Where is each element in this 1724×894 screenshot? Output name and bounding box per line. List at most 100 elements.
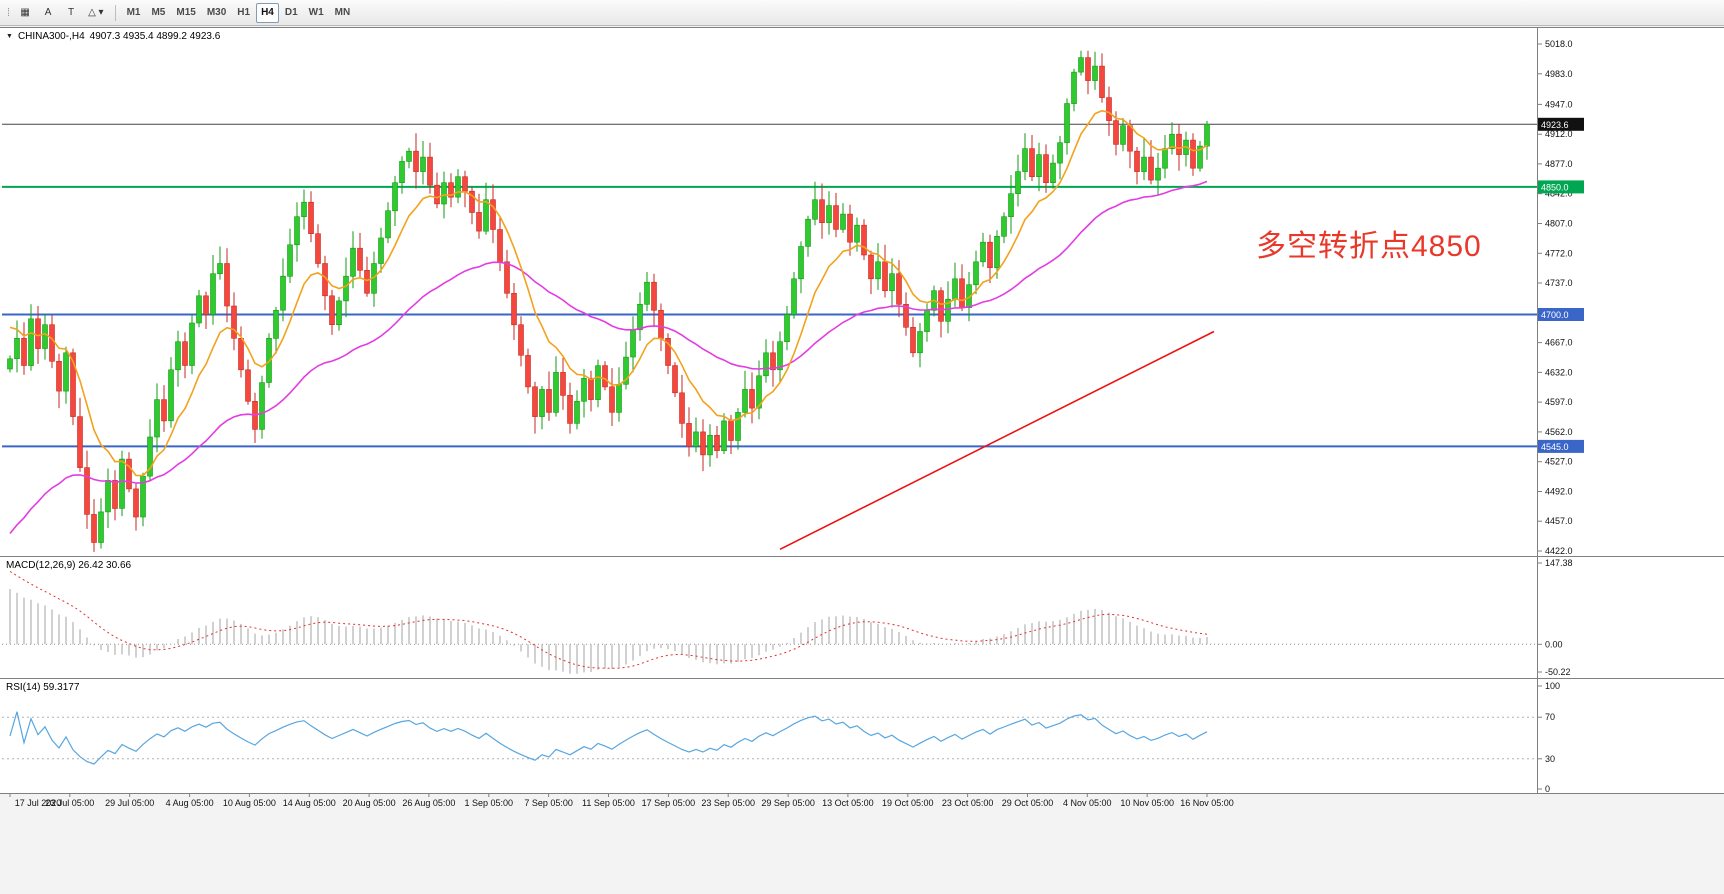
candle bbox=[308, 201, 314, 234]
timeframe-button-m1[interactable]: M1 bbox=[126, 7, 141, 18]
candle bbox=[602, 365, 608, 388]
candle bbox=[910, 326, 916, 354]
timeframe-button-m30[interactable]: M30 bbox=[206, 7, 227, 18]
candle bbox=[938, 290, 944, 322]
ma-fast-line[interactable] bbox=[9, 109, 1208, 477]
candle bbox=[595, 365, 601, 400]
y-axis-label: 5018.0 bbox=[1545, 39, 1573, 49]
candle bbox=[1099, 65, 1105, 98]
candle bbox=[651, 281, 657, 311]
y-axis-label: 4562.0 bbox=[1545, 427, 1573, 437]
candle bbox=[630, 329, 636, 358]
macd-scale-label: 147.38 bbox=[1545, 558, 1573, 568]
price-scale[interactable] bbox=[1538, 27, 1724, 793]
candle bbox=[35, 318, 41, 349]
x-axis-label: 16 Nov 05:00 bbox=[1180, 798, 1234, 808]
candle bbox=[273, 309, 279, 339]
text-label-tool-button[interactable]: T bbox=[60, 3, 82, 23]
x-axis-label: 23 Sep 05:00 bbox=[701, 798, 755, 808]
candle bbox=[336, 300, 342, 325]
candle bbox=[168, 369, 174, 422]
candle bbox=[126, 458, 132, 490]
candle bbox=[56, 360, 62, 392]
candle bbox=[1204, 124, 1210, 147]
candle bbox=[1148, 156, 1154, 181]
candle bbox=[364, 269, 370, 294]
candle bbox=[1001, 216, 1007, 237]
candle bbox=[1092, 65, 1098, 81]
candle bbox=[70, 352, 76, 417]
trend-line[interactable] bbox=[779, 330, 1215, 551]
candle bbox=[763, 352, 769, 377]
candle bbox=[1085, 57, 1091, 81]
candle bbox=[133, 488, 139, 518]
x-axis-label: 4 Aug 05:00 bbox=[166, 798, 214, 808]
price-badge-label: 4923.6 bbox=[1541, 120, 1569, 130]
timeframe-button-h1[interactable]: H1 bbox=[237, 7, 251, 18]
candle bbox=[973, 261, 979, 286]
candle bbox=[518, 324, 524, 356]
timeframe-button-d1[interactable]: D1 bbox=[284, 7, 298, 18]
shapes-tool-button[interactable]: △ ▾ bbox=[83, 3, 109, 23]
horizontal-level-lines[interactable] bbox=[2, 123, 1537, 448]
candle bbox=[658, 309, 664, 339]
candle bbox=[434, 184, 440, 205]
candle bbox=[175, 341, 181, 371]
candle bbox=[539, 389, 545, 417]
candle bbox=[581, 377, 587, 402]
candle bbox=[567, 394, 573, 424]
candle bbox=[224, 263, 230, 307]
text-annotation-tool-button[interactable]: A bbox=[37, 3, 59, 23]
candle bbox=[42, 324, 48, 349]
macd-scale-label: -50.22 bbox=[1545, 667, 1571, 677]
price-badge bbox=[1538, 117, 1584, 131]
candle bbox=[714, 434, 720, 451]
price-badge-label: 4545.0 bbox=[1541, 442, 1569, 452]
candle bbox=[1141, 156, 1147, 172]
candle bbox=[987, 241, 993, 268]
timeframe-button-m5[interactable]: M5 bbox=[151, 7, 166, 18]
candle bbox=[350, 247, 356, 277]
toolbar-separator bbox=[114, 4, 116, 21]
candle bbox=[1176, 133, 1182, 155]
macd-scale-label: 0.00 bbox=[1545, 639, 1563, 649]
timeframe-button-w1[interactable]: W1 bbox=[308, 7, 324, 18]
chart-grid-tool-button[interactable]: ▦ bbox=[14, 3, 36, 23]
candle bbox=[161, 399, 167, 422]
candle bbox=[1071, 71, 1077, 104]
ma-slow-line[interactable] bbox=[9, 180, 1208, 535]
candle bbox=[98, 511, 104, 543]
timeframe-button-mn[interactable]: MN bbox=[334, 7, 351, 18]
candle bbox=[903, 303, 909, 328]
candle bbox=[637, 303, 643, 331]
x-axis-label: 1 Sep 05:00 bbox=[465, 798, 514, 808]
candle bbox=[1113, 120, 1119, 145]
x-axis-label: 17 Jul 2020 bbox=[15, 798, 62, 808]
toolbar-drag-handle[interactable]: ⁞ bbox=[7, 6, 11, 19]
y-axis-label: 4597.0 bbox=[1545, 397, 1573, 407]
candle bbox=[532, 386, 538, 417]
candle bbox=[301, 201, 307, 217]
chart-background[interactable] bbox=[0, 27, 1724, 793]
indicator-axis-labels: 147.38 0.00 -50.22 100 70 30 0 bbox=[1537, 558, 1573, 794]
letter-a-icon: A bbox=[44, 7, 52, 18]
x-axis-label: 14 Aug 05:00 bbox=[283, 798, 336, 808]
time-axis-strip[interactable] bbox=[0, 793, 1724, 894]
chart-dropdown-icon[interactable]: ▼ bbox=[6, 33, 13, 40]
rsi-layer bbox=[2, 711, 1537, 765]
candle bbox=[819, 199, 825, 223]
candle bbox=[945, 298, 951, 322]
x-axis-label: 10 Nov 05:00 bbox=[1120, 798, 1174, 808]
y-axis-label: 4527.0 bbox=[1545, 457, 1573, 467]
price-badge bbox=[1538, 180, 1584, 194]
toolbar: ⁞ ▦ A T △ ▾ M1 M5 M15 M30 H1 H4 D1 W1 MN bbox=[0, 0, 1724, 26]
candle bbox=[798, 246, 804, 280]
y-axis-label: 4983.0 bbox=[1545, 69, 1573, 79]
candle bbox=[189, 322, 195, 366]
candle bbox=[588, 377, 594, 400]
timeframe-button-h4[interactable]: H4 bbox=[256, 2, 279, 23]
candle bbox=[413, 150, 419, 172]
candle bbox=[399, 161, 405, 183]
timeframe-button-m15[interactable]: M15 bbox=[176, 7, 196, 18]
